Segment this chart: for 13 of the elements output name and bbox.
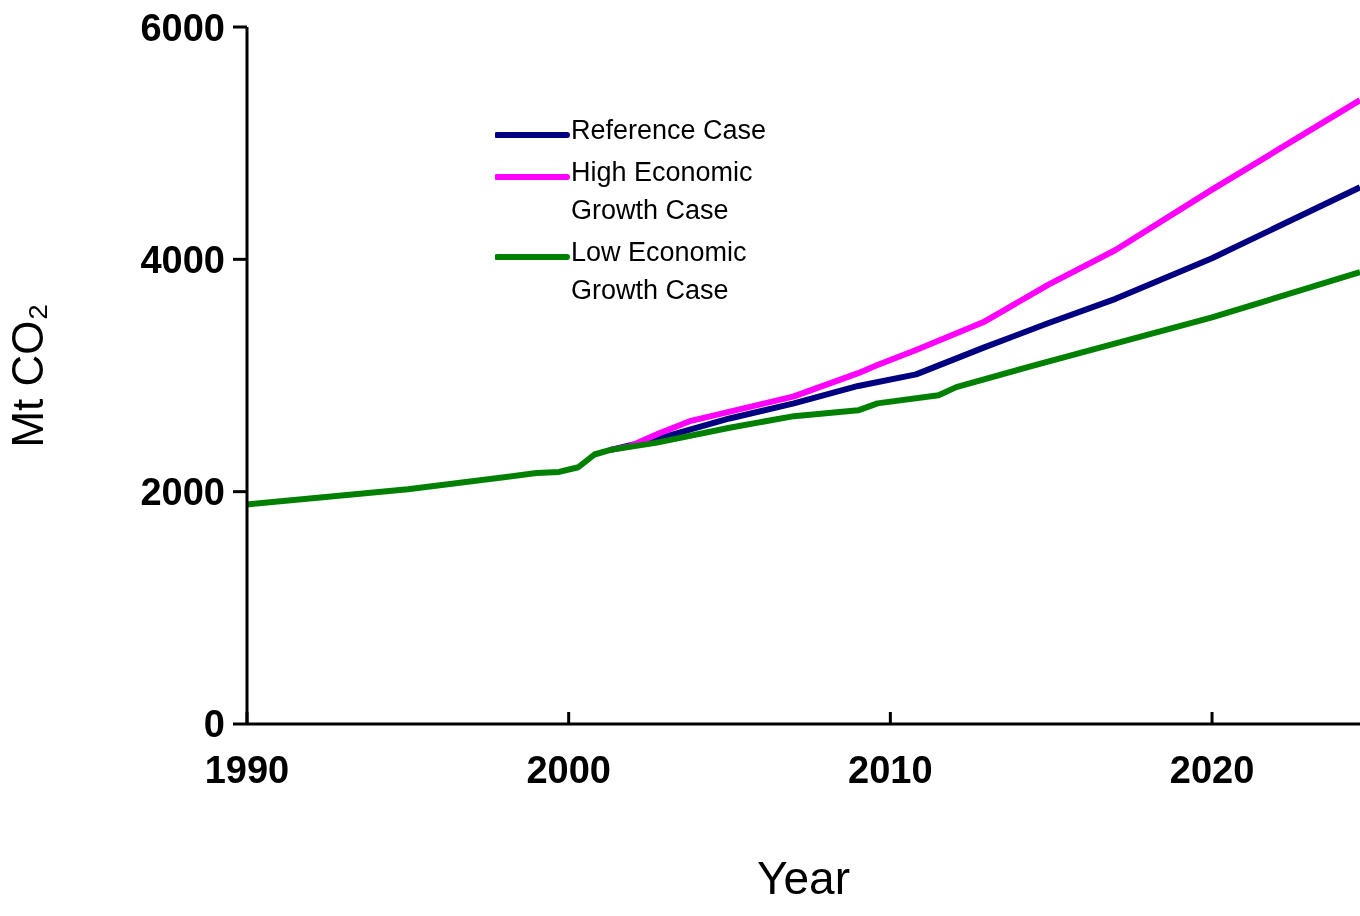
legend-label: Low Economic Growth Case <box>571 236 748 307</box>
legend-label: Reference Case <box>571 114 768 147</box>
legend-label: High Economic Growth Case <box>571 156 754 227</box>
x-tick-label: 1990 <box>204 748 290 791</box>
x-tick-label: 2020 <box>1169 748 1255 791</box>
y-tick-label: 0 <box>203 703 225 746</box>
x-tick-label: 2010 <box>848 748 933 791</box>
y-axis-title: Mt CO₂ <box>2 303 52 448</box>
y-tick-label: 4000 <box>140 238 225 281</box>
x-tick-label: 2000 <box>526 748 611 791</box>
x-axis-title: Year <box>757 852 850 904</box>
y-tick-label: 6000 <box>140 6 225 49</box>
y-tick-label: 2000 <box>140 471 225 514</box>
